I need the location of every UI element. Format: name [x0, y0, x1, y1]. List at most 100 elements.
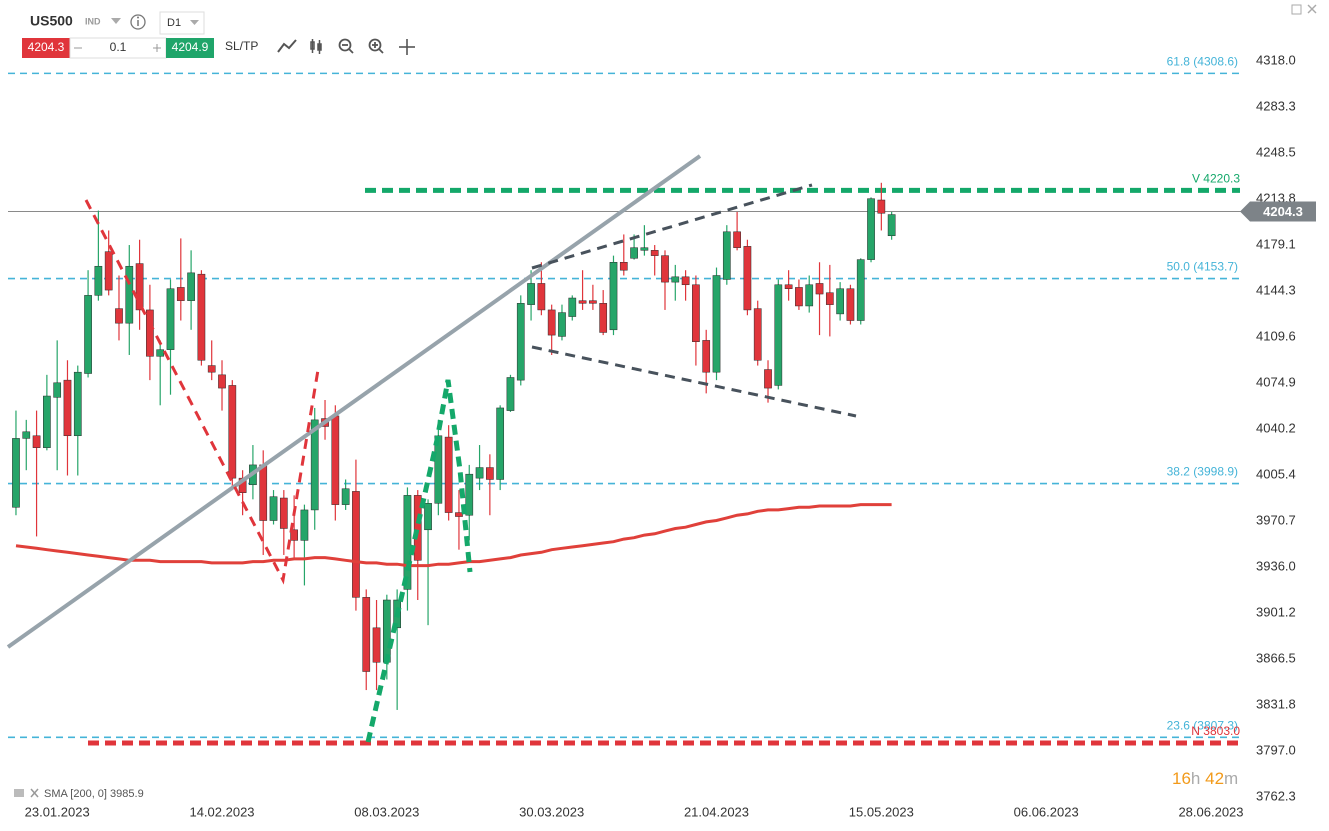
candle-body	[887, 214, 896, 237]
y-tick-label: 4318.0	[1256, 52, 1296, 67]
candle-body	[22, 431, 31, 439]
window-minimize[interactable]	[1291, 4, 1302, 15]
x-tick-label: 08.03.2023	[354, 804, 419, 819]
candle-body	[619, 262, 628, 271]
candle-body	[784, 284, 793, 289]
y-tick-label: 4248.5	[1256, 144, 1296, 159]
candle-body	[568, 297, 577, 317]
candle-body	[846, 288, 855, 321]
candle-body	[702, 340, 711, 373]
candle-body	[166, 288, 175, 350]
x-tick-label: 23.01.2023	[25, 804, 90, 819]
fib-label: 38.2 (3998.9)	[1167, 465, 1238, 479]
candle-body	[578, 300, 587, 304]
y-tick-label: 4074.9	[1256, 374, 1296, 389]
candle-body	[156, 349, 165, 357]
candle-body	[53, 382, 62, 398]
y-tick-label: 4040.2	[1256, 420, 1296, 435]
quantity: 0.1	[110, 40, 127, 54]
candle-body	[125, 265, 134, 324]
candle-body	[640, 247, 649, 251]
symbol[interactable]: US500	[30, 13, 73, 29]
timeframe: D1	[167, 17, 181, 29]
wave-green[interactable]	[365, 379, 473, 743]
candle-body	[197, 273, 206, 361]
candle-body	[269, 496, 278, 521]
candle-body	[176, 287, 185, 301]
pan-tool[interactable]	[399, 39, 415, 55]
market: IND	[85, 16, 101, 26]
zoom-in[interactable]	[368, 38, 384, 54]
candle-body	[630, 247, 638, 259]
candle-body	[403, 495, 412, 590]
candle-body	[146, 309, 154, 357]
candle-body	[84, 295, 92, 374]
candle-body	[547, 309, 556, 336]
candle-body	[187, 272, 195, 301]
candle-body	[300, 509, 309, 541]
timer-h: h	[1191, 769, 1200, 788]
trend-line[interactable]	[6, 154, 702, 649]
x-tick-label: 15.05.2023	[849, 804, 914, 819]
x-tick-label: 14.02.2023	[189, 804, 254, 819]
timeframe-arrow	[190, 20, 199, 25]
candle-body	[527, 283, 535, 305]
y-tick-label: 3762.3	[1256, 788, 1296, 803]
candle-body	[743, 246, 752, 311]
candle-body	[290, 529, 298, 541]
buy-button[interactable]	[166, 38, 214, 58]
wave-red[interactable]	[84, 199, 320, 585]
candle-body	[475, 467, 484, 479]
candle-body	[506, 377, 515, 411]
candle-body	[444, 436, 453, 513]
timeframe-box[interactable]	[159, 11, 205, 35]
candle-body	[115, 308, 123, 324]
toolbar: US500 IND D1 4204.3 0.1 4204.9 SL/TP	[22, 4, 1317, 59]
candle-tool[interactable]	[310, 39, 322, 54]
candle-body	[671, 276, 680, 283]
info-icon[interactable]	[130, 14, 146, 30]
price-level-label: V 4220.3	[1192, 172, 1240, 186]
sell-button[interactable]	[22, 38, 70, 58]
candle-body	[753, 308, 762, 361]
candle-body	[722, 231, 731, 280]
candle-body	[650, 250, 659, 256]
candle-body	[836, 288, 844, 315]
window-close[interactable]	[1307, 4, 1317, 14]
candle-body	[774, 284, 783, 386]
candle-body	[352, 491, 360, 598]
candle-body	[825, 292, 834, 305]
candle-body	[465, 473, 474, 516]
axes: 4318.04283.34248.54213.84179.14144.34109…	[25, 52, 1316, 819]
zoom-out[interactable]	[338, 38, 354, 54]
line-tool[interactable]	[277, 39, 297, 53]
y-tick-label: 3936.0	[1256, 558, 1296, 573]
candle-body	[795, 287, 803, 307]
sma-last: 3985.9	[110, 788, 144, 800]
channel-upper[interactable]	[531, 183, 813, 270]
candle-body	[94, 265, 103, 296]
dropdown-arrow[interactable]	[111, 18, 121, 24]
sltp[interactable]: SL/TP	[225, 39, 258, 53]
y-tick-label: 3797.0	[1256, 742, 1296, 757]
candle-body	[733, 231, 741, 248]
candle-body	[537, 283, 546, 311]
y-tick-label: 4109.6	[1256, 328, 1296, 343]
legend-eye[interactable]	[14, 789, 24, 797]
candle-body	[382, 599, 391, 663]
buy-price: 4204.9	[172, 40, 209, 54]
y-tick-label: 4144.3	[1256, 282, 1296, 297]
candle-body	[805, 284, 814, 307]
x-tick-label: 28.06.2023	[1178, 804, 1243, 819]
y-tick-label: 4005.4	[1256, 466, 1296, 481]
candle-body	[496, 407, 505, 480]
candle-body	[310, 419, 319, 511]
candle-body	[681, 276, 690, 286]
candle-body	[877, 199, 886, 214]
fib-label: 61.8 (4308.6)	[1167, 55, 1238, 69]
candle-body	[207, 365, 216, 373]
channel-lower[interactable]	[531, 345, 857, 418]
legend-remove[interactable]	[30, 788, 39, 798]
candle-body	[455, 512, 463, 517]
